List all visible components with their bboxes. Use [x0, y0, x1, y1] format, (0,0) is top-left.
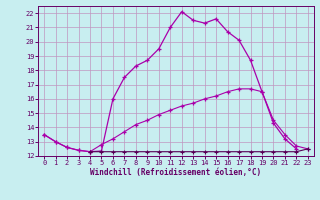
X-axis label: Windchill (Refroidissement éolien,°C): Windchill (Refroidissement éolien,°C) [91, 168, 261, 177]
